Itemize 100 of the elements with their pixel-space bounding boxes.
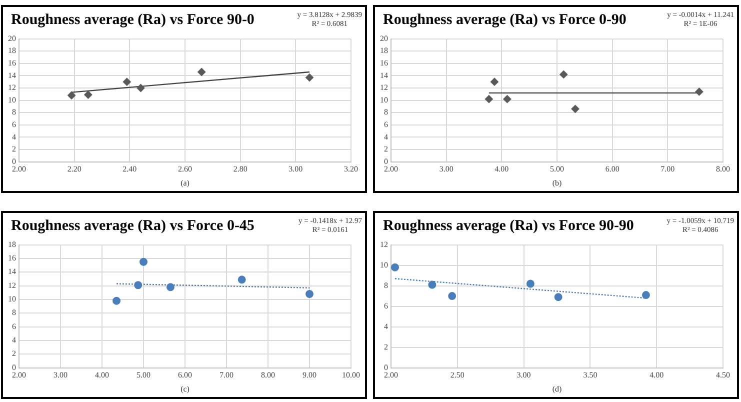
point (391, 263, 399, 272)
y-tick-label: 12 (8, 83, 16, 92)
x-tick-label: 2.00 (384, 370, 398, 380)
x-tick-label: 2.00 (12, 370, 26, 380)
y-tick-label: 14 (8, 267, 16, 276)
x-tick-label: 4.50 (716, 370, 730, 380)
y-tick-label: 20 (380, 34, 388, 43)
y-tick-label: 12 (8, 280, 16, 290)
y-tick-label: 18 (8, 46, 16, 56)
x-tick-label: 5.00 (136, 370, 150, 380)
y-tick-label: 12 (380, 83, 388, 92)
x-tick-label: 9.00 (302, 370, 316, 380)
x-tick-label: 3.00 (54, 370, 68, 380)
x-tick-label: 3.00 (288, 164, 303, 174)
point (166, 283, 174, 292)
y-tick-label: 10 (8, 95, 16, 104)
y-tick-label: 0 (384, 362, 388, 372)
point (428, 280, 436, 289)
y-tick-label: 2 (384, 342, 388, 352)
y-tick-label: 8 (12, 108, 16, 117)
y-tick-label: 8 (12, 308, 16, 318)
point (560, 70, 568, 78)
point (198, 68, 206, 76)
point (306, 74, 314, 82)
x-tick-label: 2.60 (178, 164, 192, 174)
y-tick-label: 10 (380, 95, 388, 104)
x-tick-label: 3.50 (583, 370, 598, 380)
y-tick-label: 4 (384, 132, 388, 142)
point (134, 281, 142, 290)
y-tick-label: 2 (12, 144, 16, 154)
y-tick-label: 8 (384, 108, 388, 117)
y-tick-label: 8 (384, 280, 388, 290)
x-tick-label: 3.00 (516, 370, 531, 380)
x-tick-label: 5.00 (550, 164, 564, 174)
y-tick-label: 2 (12, 349, 16, 358)
x-axis-title: (d) (552, 384, 562, 394)
y-tick-label: 6 (384, 301, 388, 310)
point (68, 91, 76, 100)
y-tick-label: 6 (12, 322, 16, 331)
x-tick-label: 4.00 (650, 370, 664, 380)
y-tick-label: 20 (8, 34, 16, 43)
x-tick-label: 6.00 (605, 164, 620, 174)
x-tick-label: 4.00 (494, 164, 509, 174)
x-tick-label: 3.20 (344, 164, 358, 174)
x-tick-label: 7.00 (660, 164, 675, 174)
point (554, 293, 562, 302)
y-tick-label: 2 (384, 144, 388, 154)
y-tick-label: 18 (380, 46, 388, 56)
y-tick-label: 18 (8, 240, 16, 249)
y-tick-label: 14 (380, 70, 388, 80)
x-axis-title: (b) (552, 178, 562, 188)
x-tick-label: 2.50 (450, 370, 464, 380)
y-tick-label: 6 (384, 120, 388, 129)
point (642, 291, 650, 300)
point (238, 276, 246, 284)
y-tick-label: 16 (8, 254, 16, 263)
point (695, 88, 704, 96)
y-tick-label: 0 (12, 362, 16, 372)
point (112, 296, 121, 305)
point (306, 290, 314, 298)
point (122, 78, 131, 86)
x-tick-label: 2.80 (233, 164, 248, 174)
point (140, 258, 148, 266)
y-tick-label: 4 (12, 132, 16, 142)
chart-title: Roughness average (Ra) vs Force 90-90 (383, 218, 634, 235)
point (136, 84, 145, 92)
y-tick-label: 10 (8, 294, 16, 304)
chart-title: Roughness average (Ra) vs Force 0-45 (11, 218, 254, 235)
point (571, 104, 580, 113)
y-tick-label: 16 (8, 58, 16, 68)
x-tick-label: 10.00 (342, 370, 360, 380)
point (490, 78, 498, 86)
y-tick-label: 0 (384, 156, 388, 166)
x-tick-label: 6.00 (178, 370, 192, 380)
point (503, 95, 512, 104)
x-tick-label: 8.00 (261, 370, 275, 380)
point (84, 90, 92, 99)
point (526, 280, 534, 288)
y-tick-label: 12 (380, 240, 388, 249)
y-tick-label: 0 (12, 156, 16, 166)
x-tick-label: 2.00 (384, 164, 398, 174)
y-tick-label: 14 (8, 70, 16, 80)
x-tick-label: 2.00 (12, 164, 26, 174)
x-tick-label: 4.00 (95, 370, 109, 380)
point (448, 292, 456, 300)
y-tick-label: 4 (384, 322, 388, 331)
y-tick-label: 6 (12, 120, 16, 129)
x-tick-label: 3.00 (439, 164, 454, 174)
y-tick-label: 10 (380, 260, 388, 270)
x-tick-label: 2.40 (122, 164, 137, 174)
y-tick-label: 16 (380, 58, 388, 68)
x-axis-title: (a) (180, 178, 190, 188)
y-tick-label: 4 (12, 336, 16, 345)
x-tick-label: 2.20 (67, 164, 82, 174)
chart-title: Roughness average (Ra) vs Force 90-0 (11, 12, 254, 29)
x-tick-label: 7.00 (220, 370, 234, 380)
chart-title: Roughness average (Ra) vs Force 0-90 (383, 12, 626, 29)
x-tick-label: 8.00 (716, 164, 730, 174)
x-axis-title: (c) (180, 384, 190, 394)
point (484, 95, 493, 104)
